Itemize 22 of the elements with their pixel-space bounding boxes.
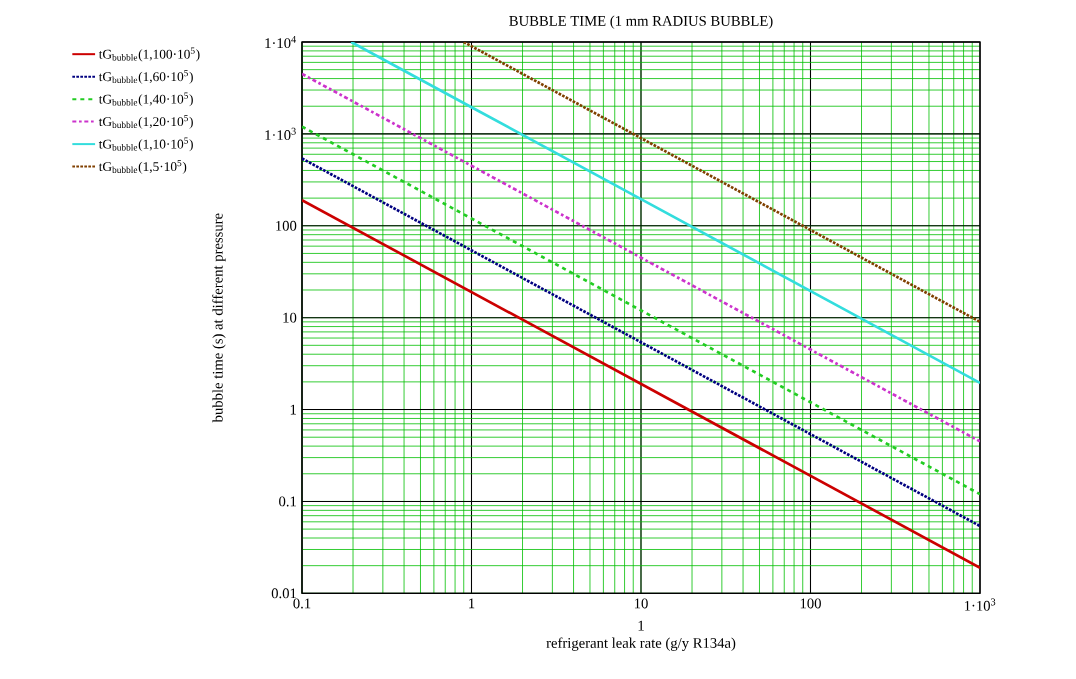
y-tick-label: 1·10$^{3}$ xyxy=(265,127,296,141)
x-tick-label: 100 xyxy=(800,598,821,609)
y-tick-label: 100 xyxy=(276,221,297,231)
y-axis-title: bubble time (s) at different pressure xyxy=(212,213,226,423)
x-tick-label: 10 xyxy=(634,598,648,609)
legend-label: tG$_{bubble}$(1,40·10$^{5}$) xyxy=(98,92,193,107)
y-tick-label: 0.1 xyxy=(279,496,296,507)
legend-label: tG$_{bubble}$(1,60·10$^{5}$) xyxy=(98,70,193,85)
x-tick-label: 1 xyxy=(469,598,475,609)
x-axis-title: refrigerant leak rate (g/y R134a) xyxy=(546,637,736,652)
text: 1 xyxy=(638,620,644,631)
y-tick-label: 1·10$^{4}$ xyxy=(265,36,297,49)
chart-title: BUBBLE TIME (1 mm RADIUS BUBBLE) xyxy=(509,15,773,29)
x-tick-label: 1·10$^{3}$ xyxy=(964,598,996,611)
legend-label: tG$_{bubble}$(1,5·10$^{5}$) xyxy=(98,160,187,174)
y-tick-label: 0.01 xyxy=(271,588,296,599)
legend-label: tG$_{bubble}$(1,20·10$^{5}$) xyxy=(98,115,193,130)
legend-label: tG$_{bubble}$(1,100·10$^{5}$) xyxy=(98,47,200,62)
legend-label: tG$_{bubble}$(1,10·10$^{5}$) xyxy=(98,137,193,152)
y-tick-label: 1 xyxy=(290,404,296,415)
y-tick-label: 10 xyxy=(283,312,297,323)
x-tick-label: 0.1 xyxy=(293,598,311,609)
